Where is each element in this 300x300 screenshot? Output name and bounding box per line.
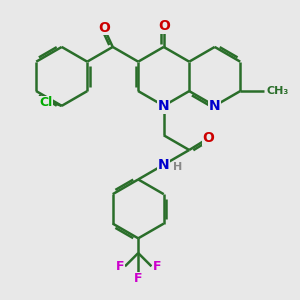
Text: O: O bbox=[158, 19, 170, 33]
Text: O: O bbox=[202, 131, 214, 145]
Text: F: F bbox=[134, 272, 142, 286]
Text: N: N bbox=[209, 99, 220, 113]
Text: Cl: Cl bbox=[39, 96, 52, 110]
Text: O: O bbox=[98, 21, 110, 35]
Text: CH₃: CH₃ bbox=[267, 86, 289, 96]
Text: F: F bbox=[152, 260, 161, 273]
Text: F: F bbox=[116, 260, 124, 273]
Text: H: H bbox=[173, 162, 182, 172]
Text: N: N bbox=[158, 158, 170, 172]
Text: N: N bbox=[158, 99, 170, 113]
